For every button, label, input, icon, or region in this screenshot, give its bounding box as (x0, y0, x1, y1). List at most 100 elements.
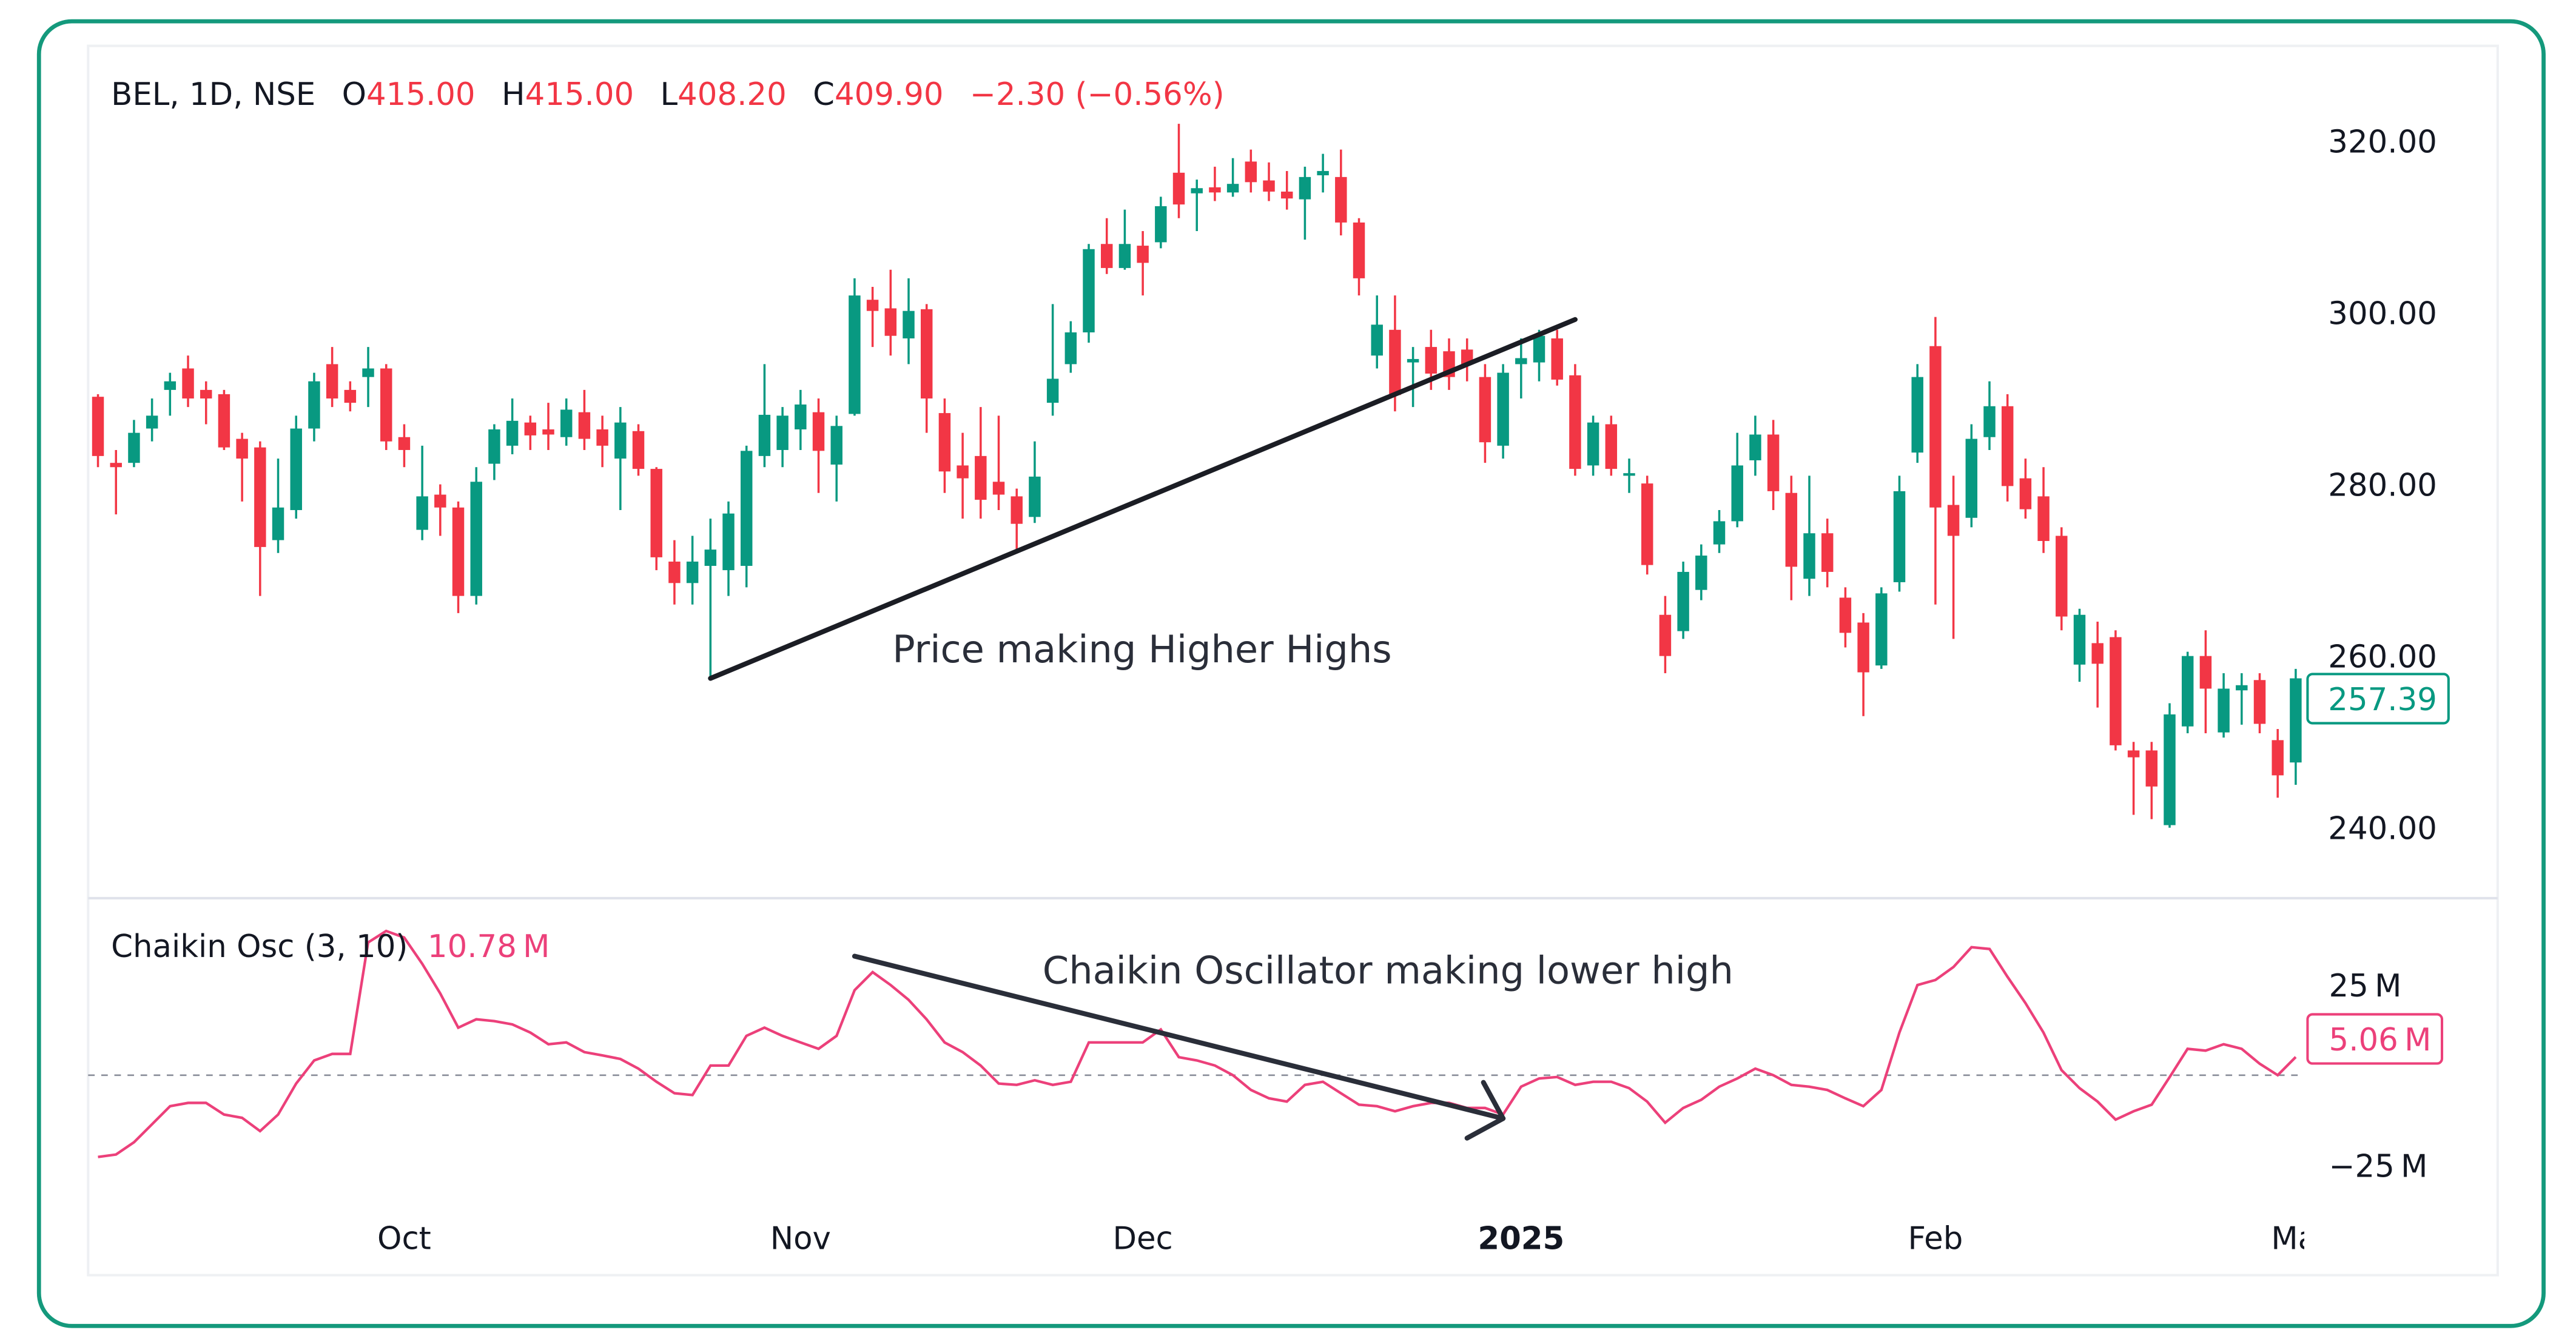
candle (2218, 673, 2230, 738)
candle (1083, 244, 1095, 343)
candle-body (1263, 180, 1275, 192)
oscillator-tick-label: 25 M (2329, 968, 2402, 1004)
last-value-box (2306, 1013, 2444, 1065)
symbol: BEL, 1D, NSE (111, 76, 315, 113)
candle (380, 364, 392, 450)
candle (1551, 329, 1563, 386)
candle-body (1011, 496, 1023, 524)
candle (2164, 703, 2176, 828)
candle-body (1209, 187, 1221, 193)
candle (434, 484, 446, 536)
change-value: −2.30 (−0.56%) (970, 76, 1225, 113)
candle-body (1677, 571, 1689, 631)
candle-body (1839, 597, 1852, 633)
candle (903, 278, 915, 365)
candle (470, 467, 482, 605)
candle (2145, 742, 2158, 819)
candle-body (1137, 246, 1149, 263)
candle-body (1983, 406, 1996, 437)
candle-body (1317, 170, 1329, 176)
price-axis: 320.00 300.00 280.00 260.00 240.00 257.39 (2306, 124, 2450, 847)
oscillator-trend-arrow[interactable] (852, 953, 1506, 1121)
candle (722, 501, 735, 596)
candle-body (560, 409, 573, 437)
candle-body (1857, 622, 1869, 673)
candle (884, 269, 897, 356)
candle-body (920, 309, 933, 399)
indicator-name: Chaikin Osc (3, 10) (111, 929, 408, 965)
price-annotation-text: Price making Higher Highs (892, 627, 1391, 671)
candle (2272, 728, 2284, 798)
candle (650, 467, 662, 571)
axis-clip (2304, 1212, 2354, 1269)
candle (1172, 124, 1185, 218)
candle (1497, 364, 1509, 459)
candle (812, 398, 825, 493)
candle (92, 394, 104, 468)
candle (1857, 613, 1869, 716)
candle (1785, 475, 1798, 600)
candle (2019, 459, 2032, 519)
candle-body (254, 447, 266, 547)
candle-body (1497, 372, 1509, 446)
candle-body (146, 415, 158, 429)
candle (254, 441, 266, 596)
candle (1407, 347, 1419, 408)
oscillator (98, 929, 2297, 1158)
candle (596, 415, 608, 468)
candle-body (704, 549, 717, 566)
candle (849, 278, 861, 416)
candle (1515, 338, 1527, 399)
candle (1353, 218, 1365, 296)
candle (1929, 317, 1942, 605)
candle-body (362, 368, 374, 377)
candle (164, 372, 177, 416)
candle (2037, 467, 2050, 553)
candle (704, 519, 717, 679)
candle (182, 355, 194, 408)
candle-body (182, 368, 194, 399)
candle-body (849, 295, 861, 414)
candle (308, 372, 320, 442)
candle (1317, 153, 1329, 193)
candle-body (1191, 188, 1203, 193)
chaikin-line (98, 929, 2297, 1158)
candle-body (344, 389, 357, 403)
candle (524, 415, 537, 450)
candle (1046, 304, 1059, 416)
open-value: 415.00 (366, 76, 476, 113)
candle-body (416, 496, 428, 530)
candle (272, 459, 284, 553)
candle (1371, 295, 1383, 369)
candle (668, 540, 681, 605)
candle-body (326, 364, 338, 399)
price-tick-label: 260.00 (2328, 639, 2437, 676)
candle-body (758, 414, 771, 456)
time-tick-label: 2025 (1478, 1220, 1564, 1257)
last-price-label: 257.39 (2328, 682, 2437, 718)
candle-body (1425, 347, 1438, 374)
candle-body (290, 428, 302, 511)
candle-body (903, 311, 915, 338)
candle-body (236, 438, 248, 459)
candle-body (1965, 438, 1978, 518)
candle (830, 415, 842, 502)
candle-body (1623, 473, 1635, 476)
candle (542, 403, 554, 450)
candle-body (1821, 533, 1834, 572)
candle (1335, 149, 1347, 236)
price-trendline[interactable] (708, 317, 1578, 681)
candle (362, 347, 374, 408)
candle-body (866, 300, 879, 311)
candle-body (308, 381, 320, 429)
candle-body (1605, 424, 1618, 469)
candle-body (1767, 434, 1780, 491)
candle (957, 432, 969, 519)
candle-body (1280, 191, 1293, 199)
candle-body (1803, 533, 1815, 579)
candle (992, 415, 1005, 511)
candle (1677, 561, 1689, 639)
candle (1623, 459, 1635, 493)
candle-body (506, 420, 519, 446)
